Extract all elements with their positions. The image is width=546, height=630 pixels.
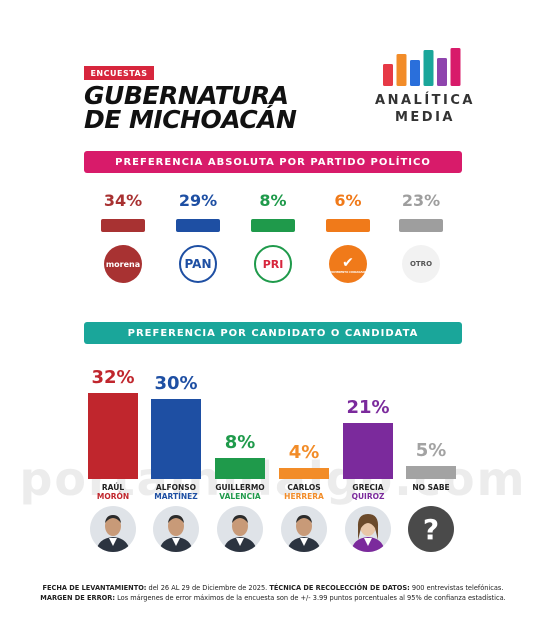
- party-logo: ✔ MOVIMIENTO CIUDADANO: [329, 245, 367, 283]
- candidate-name: ALFONSO MARTÍNEZ: [141, 483, 211, 501]
- footer-date-text: del 26 AL 29 de Diciembre de 2025.: [146, 584, 270, 592]
- page-title: GUBERNATURA DE MICHOACÁN: [84, 81, 297, 134]
- question-mark-icon: ?: [408, 506, 454, 552]
- candidate-name: GUILLERMO VALENCIA: [205, 483, 275, 501]
- party-percent-label: 29%: [178, 191, 218, 210]
- candidate-photo: [281, 506, 327, 552]
- party-logo-label: morena: [105, 259, 141, 269]
- candidate-percent-label: 4%: [288, 442, 320, 464]
- party-percent-label: 23%: [401, 191, 441, 210]
- person-silhouette-icon: [281, 506, 327, 552]
- candidate-percent-label: 8%: [224, 431, 256, 453]
- candidate-first-name: CARLOS: [287, 483, 321, 492]
- brand-line-1: ANALÍTICA: [375, 93, 475, 108]
- party-bar: [326, 219, 370, 232]
- party-percent-label: 6%: [334, 191, 362, 210]
- party-section-banner: PREFERENCIA ABSOLUTA POR PARTIDO POLÍTIC…: [84, 151, 462, 173]
- party-logo-label: PRI: [262, 257, 284, 271]
- candidate-photo: [345, 506, 391, 552]
- party-bar: [251, 219, 295, 232]
- footer-date-label: FECHA DE LEVANTAMIENTO:: [42, 584, 147, 592]
- brand-bar: [410, 60, 420, 86]
- survey-tag: ENCUESTAS: [84, 66, 154, 80]
- candidate-percent-label: 21%: [346, 396, 390, 418]
- candidate-name: NO SABE: [396, 483, 466, 492]
- person-silhouette-icon: [345, 506, 391, 552]
- footer-method-label: TÉCNICA DE RECOLECCIÓN DE DATOS:: [269, 584, 410, 592]
- candidate-bar: [406, 465, 456, 479]
- candidate-first-name: NO SABE: [412, 483, 450, 492]
- party-percent-label: 8%: [259, 191, 287, 210]
- party-logo: OTRO: [402, 245, 440, 283]
- candidate-section-banner: PREFERENCIA POR CANDIDATO O CANDIDATA: [84, 322, 462, 344]
- candidate-last-name: QUIROZ: [351, 492, 385, 501]
- candidate-name: GRECIA QUIROZ: [333, 483, 403, 501]
- candidate-last-name: MARTÍNEZ: [154, 492, 198, 501]
- party-logo: morena: [104, 245, 142, 283]
- candidate-bar: [88, 393, 138, 479]
- footer-margin-label: MARGEN DE ERROR:: [40, 594, 116, 602]
- candidate-bar: [343, 422, 393, 479]
- candidate-first-name: GUILLERMO: [215, 483, 265, 492]
- candidate-last-name: VALENCIA: [219, 492, 261, 501]
- candidate-photo: [90, 506, 136, 552]
- candidate-photo: [217, 506, 263, 552]
- candidate-percent-label: 5%: [415, 439, 447, 461]
- candidate-first-name: ALFONSO: [155, 483, 197, 492]
- person-silhouette-icon: [153, 506, 199, 552]
- brand-bar: [423, 50, 434, 86]
- candidate-photo: [153, 506, 199, 552]
- title-line-2: DE MICHOACÁN: [84, 105, 297, 134]
- party-logo-sublabel: MOVIMIENTO CIUDADANO: [329, 270, 367, 274]
- brand-bar: [396, 54, 407, 86]
- brand-name: ANALÍTICA MEDIA: [360, 92, 490, 126]
- candidate-name: RAÚL MORÓN: [78, 483, 148, 501]
- candidate-bar: [279, 468, 329, 479]
- person-silhouette-icon: [217, 506, 263, 552]
- candidate-name: CARLOS HERRERA: [269, 483, 339, 501]
- brand-bar: [450, 48, 461, 86]
- candidate-bar: [151, 398, 201, 479]
- brand-bar: [383, 64, 393, 86]
- candidate-bar: [215, 457, 265, 479]
- party-bar: [101, 219, 145, 232]
- footer-line-1: FECHA DE LEVANTAMIENTO: del 26 AL 29 de …: [0, 584, 546, 592]
- candidate-first-name: GRECIA: [352, 483, 384, 492]
- party-percent-label: 34%: [103, 191, 143, 210]
- footer-method-text: 900 entrevistas telefónicas.: [409, 584, 504, 592]
- candidate-first-name: RAÚL: [101, 483, 125, 492]
- party-logo: PRI: [254, 245, 292, 283]
- title-line-1: GUBERNATURA: [84, 81, 289, 110]
- party-bar: [176, 219, 220, 232]
- party-bar: [399, 219, 443, 232]
- footer-margin-text: Los márgenes de error máximos de la encu…: [115, 594, 506, 602]
- brand-bar: [437, 58, 447, 86]
- party-logo: PAN: [179, 245, 217, 283]
- brand-logo-bars: [383, 48, 461, 86]
- party-logo-label: OTRO: [409, 260, 433, 268]
- candidate-last-name: MORÓN: [96, 492, 130, 501]
- candidate-percent-label: 30%: [154, 372, 198, 394]
- brand-line-2: MEDIA: [394, 110, 455, 125]
- candidate-percent-label: 32%: [91, 367, 135, 389]
- party-logo-label: PAN: [184, 257, 212, 271]
- party-logo-label: ✔: [342, 254, 354, 271]
- person-silhouette-icon: [90, 506, 136, 552]
- footer-line-2: MARGEN DE ERROR: Los márgenes de error m…: [0, 594, 546, 602]
- candidate-last-name: HERRERA: [284, 492, 324, 501]
